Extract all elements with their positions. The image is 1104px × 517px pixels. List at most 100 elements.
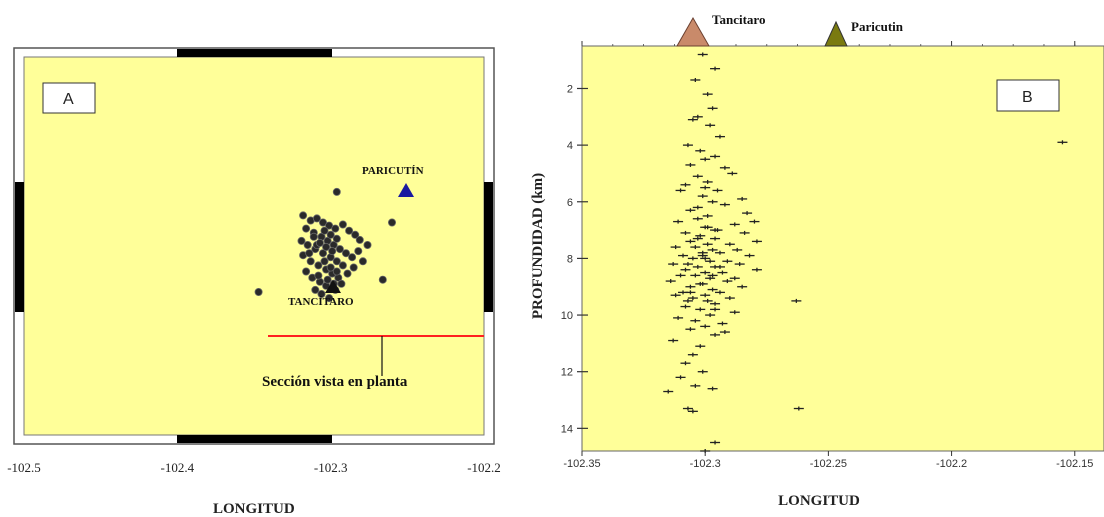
hypocenter-point — [675, 375, 686, 380]
hypocenter-point — [685, 239, 696, 244]
section-label: Sección vista en planta — [262, 374, 408, 390]
hypocenter-point — [692, 236, 703, 241]
hypocenter-point — [717, 270, 728, 275]
panel-a-x-axis-title: LONGITUD — [213, 501, 295, 517]
hypocenter-point — [668, 338, 679, 343]
hypocenter-point — [710, 301, 721, 306]
hypocenter-point — [710, 236, 721, 241]
hypocenter-point — [729, 310, 740, 315]
panel-b: Tancitaro Paricutin B 2 4 6 8 10 12 14 -102.35… — [530, 12, 1104, 509]
epicenter-point — [355, 235, 364, 244]
panel-b-x-tick-label: -102.2 — [936, 458, 967, 470]
paricutin-marker — [398, 183, 414, 197]
panel-b-hypocenters — [663, 52, 1068, 453]
epicenter-point — [305, 249, 314, 258]
epicenter-point — [299, 211, 308, 220]
hypocenter-point — [722, 259, 733, 264]
panel-b-x-axis-title: LONGITUD — [778, 493, 860, 509]
hypocenter-point — [700, 293, 711, 298]
hypocenter-point — [729, 222, 740, 227]
hypocenter-point — [710, 332, 721, 337]
hypocenter-point — [682, 298, 693, 303]
epicenter-point — [358, 257, 367, 266]
hypocenter-point — [714, 264, 725, 269]
tancitaro-cone-marker — [676, 16, 710, 47]
panel-b-x-tick-label: -102.3 — [690, 458, 721, 470]
hypocenter-point — [687, 409, 698, 414]
hypocenter-point — [702, 179, 713, 184]
hypocenter-point — [727, 171, 738, 176]
hypocenter-point — [707, 273, 718, 278]
epicenter-point — [314, 261, 323, 270]
panel-b-x-tick-label: -102.15 — [1056, 458, 1093, 470]
hypocenter-point — [670, 245, 681, 250]
epicenter-point — [306, 257, 315, 266]
hypocenter-point — [675, 273, 686, 278]
panel-a-plot-area — [23, 56, 485, 436]
hypocenter-point — [680, 304, 691, 309]
hypocenter-point — [673, 219, 684, 224]
hypocenter-point — [705, 123, 716, 128]
hypocenter-point — [687, 352, 698, 357]
hypocenter-point — [700, 270, 711, 275]
hypocenter-point — [710, 228, 721, 233]
hypocenter-point — [749, 219, 760, 224]
panel-a-border-bar-left — [15, 182, 24, 312]
panel-b-y-tick-label: 12 — [561, 367, 573, 379]
epicenter-point — [309, 232, 318, 241]
hypocenter-point — [737, 196, 748, 201]
tancitaro-label: TANCÍTARO — [288, 296, 354, 308]
hypocenter-point — [697, 52, 708, 57]
hypocenter-point — [710, 154, 721, 159]
epicenter-point — [348, 253, 357, 262]
hypocenter-point — [682, 262, 693, 267]
hypocenter-point — [722, 279, 733, 284]
hypocenter-point — [734, 262, 745, 267]
hypocenter-point — [690, 383, 701, 388]
hypocenter-point — [687, 256, 698, 261]
panel-b-y-tick-label: 6 — [567, 197, 573, 209]
hypocenter-point — [678, 253, 689, 258]
epicenter-point — [332, 187, 341, 196]
hypocenter-point — [665, 279, 676, 284]
epicenter-point — [302, 224, 311, 233]
hypocenter-point — [692, 216, 703, 221]
panel-b-plot-area — [581, 45, 1104, 452]
hypocenter-point — [682, 143, 693, 148]
hypocenter-point — [680, 230, 691, 235]
panel-a-frame — [13, 47, 495, 445]
panel-a-label: A — [63, 91, 74, 108]
hypocenter-point — [714, 250, 725, 255]
hypocenter-point — [707, 247, 718, 252]
hypocenter-point — [705, 259, 716, 264]
hypocenter-point — [717, 321, 728, 326]
panel-b-x-tick-label: -102.35 — [563, 458, 600, 470]
hypocenter-point — [724, 296, 735, 301]
tancitaro-cone-label: Tancitaro — [712, 12, 765, 27]
epicenter-point — [338, 261, 347, 270]
hypocenter-point — [680, 267, 691, 272]
hypocenter-point — [690, 318, 701, 323]
hypocenter-point — [682, 406, 693, 411]
hypocenter-point — [737, 284, 748, 289]
hypocenter-point — [751, 267, 762, 272]
epicenter-point — [254, 287, 263, 296]
panel-a-x-tick-label: -102.2 — [467, 460, 501, 475]
hypocenter-point — [692, 174, 703, 179]
epicenter-point — [332, 257, 341, 266]
panel-b-y-tick-label: 10 — [561, 310, 573, 322]
hypocenter-point — [710, 66, 721, 71]
hypocenter-point — [695, 307, 706, 312]
paricutin-cone-label: Paricutin — [851, 19, 904, 34]
epicenter-point — [335, 245, 344, 254]
epicenter-point — [320, 226, 329, 235]
epicenter-point — [351, 230, 360, 239]
epicenter-point — [311, 285, 320, 294]
hypocenter-point — [692, 205, 703, 210]
panel-a-border-bar-bottom — [177, 435, 332, 443]
hypocenter-point — [685, 208, 696, 213]
panel-b-y-axis-title: PROFUNDIDAD (km) — [530, 173, 546, 319]
hypocenter-point — [700, 157, 711, 162]
epicenter-point — [318, 249, 327, 258]
